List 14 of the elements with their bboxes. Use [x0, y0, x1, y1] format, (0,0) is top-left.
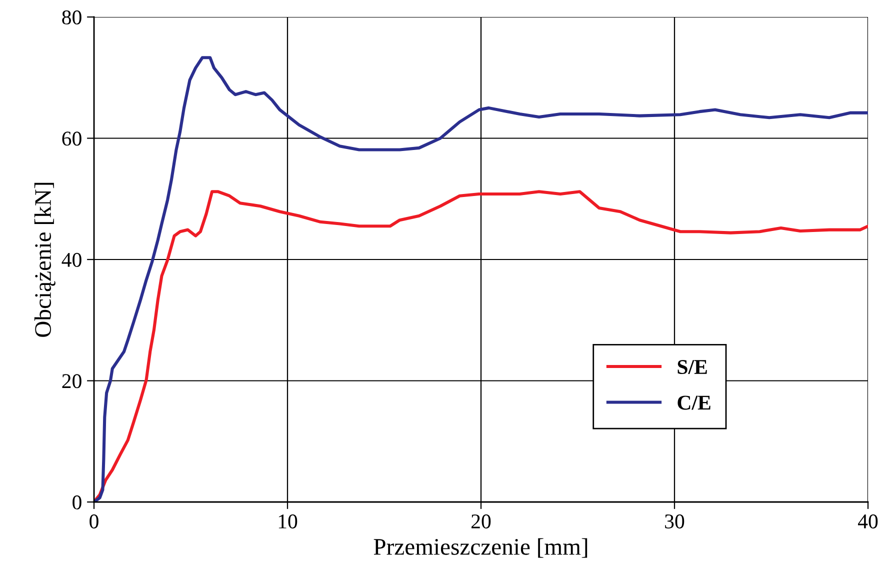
y-axis-title: Obciążenie [kN] — [34, 182, 56, 337]
x-tick-label: 30 — [665, 514, 684, 528]
y-tick-label: 40 — [62, 252, 82, 267]
legend-label: C/E — [678, 396, 710, 410]
y-tick-label: 60 — [62, 132, 82, 146]
x-tick-label: 10 — [278, 514, 298, 528]
y-tick-label: 20 — [62, 374, 82, 388]
y-tick-label: 80 — [62, 10, 82, 24]
x-tick-label: 40 — [858, 514, 878, 528]
y-tick-label: 0 — [72, 495, 82, 510]
x-tick-label: 0 — [90, 514, 98, 528]
legend-label: S/E — [678, 360, 707, 374]
x-tick-label: 20 — [472, 514, 491, 528]
x-axis-title: Przemieszczenie [mm] — [374, 538, 588, 558]
